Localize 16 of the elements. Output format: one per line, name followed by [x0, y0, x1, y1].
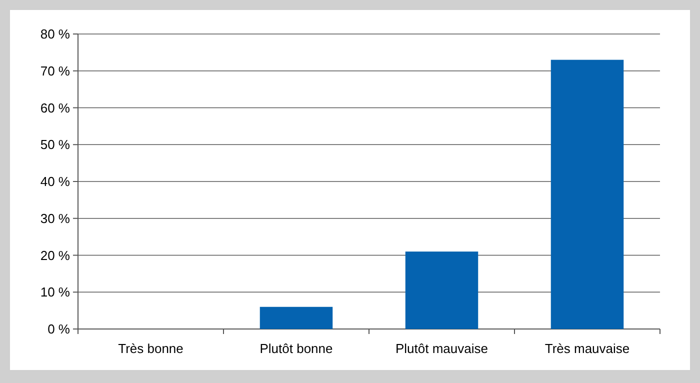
- y-tick-label: 80 %: [40, 26, 70, 42]
- bar: [550, 60, 624, 329]
- y-tick-label: 70 %: [40, 63, 70, 78]
- y-tick-label: 30 %: [40, 210, 70, 226]
- x-tick-label: Très mauvaise: [544, 341, 630, 356]
- y-tick-label: 50 %: [40, 137, 70, 152]
- x-tick-label: Plutôt bonne: [260, 341, 333, 356]
- y-tick-label: 40 %: [40, 174, 70, 190]
- bar: [405, 252, 478, 329]
- x-tick-label: Très bonne: [118, 341, 184, 356]
- y-tick-label: 60 %: [40, 100, 70, 116]
- bar: [260, 306, 333, 329]
- x-tick-label: Plutôt mauvaise: [396, 341, 488, 356]
- y-tick-label: 10 %: [40, 284, 70, 300]
- y-tick-label: 0 %: [48, 322, 70, 337]
- y-tick-label: 20 %: [40, 248, 70, 263]
